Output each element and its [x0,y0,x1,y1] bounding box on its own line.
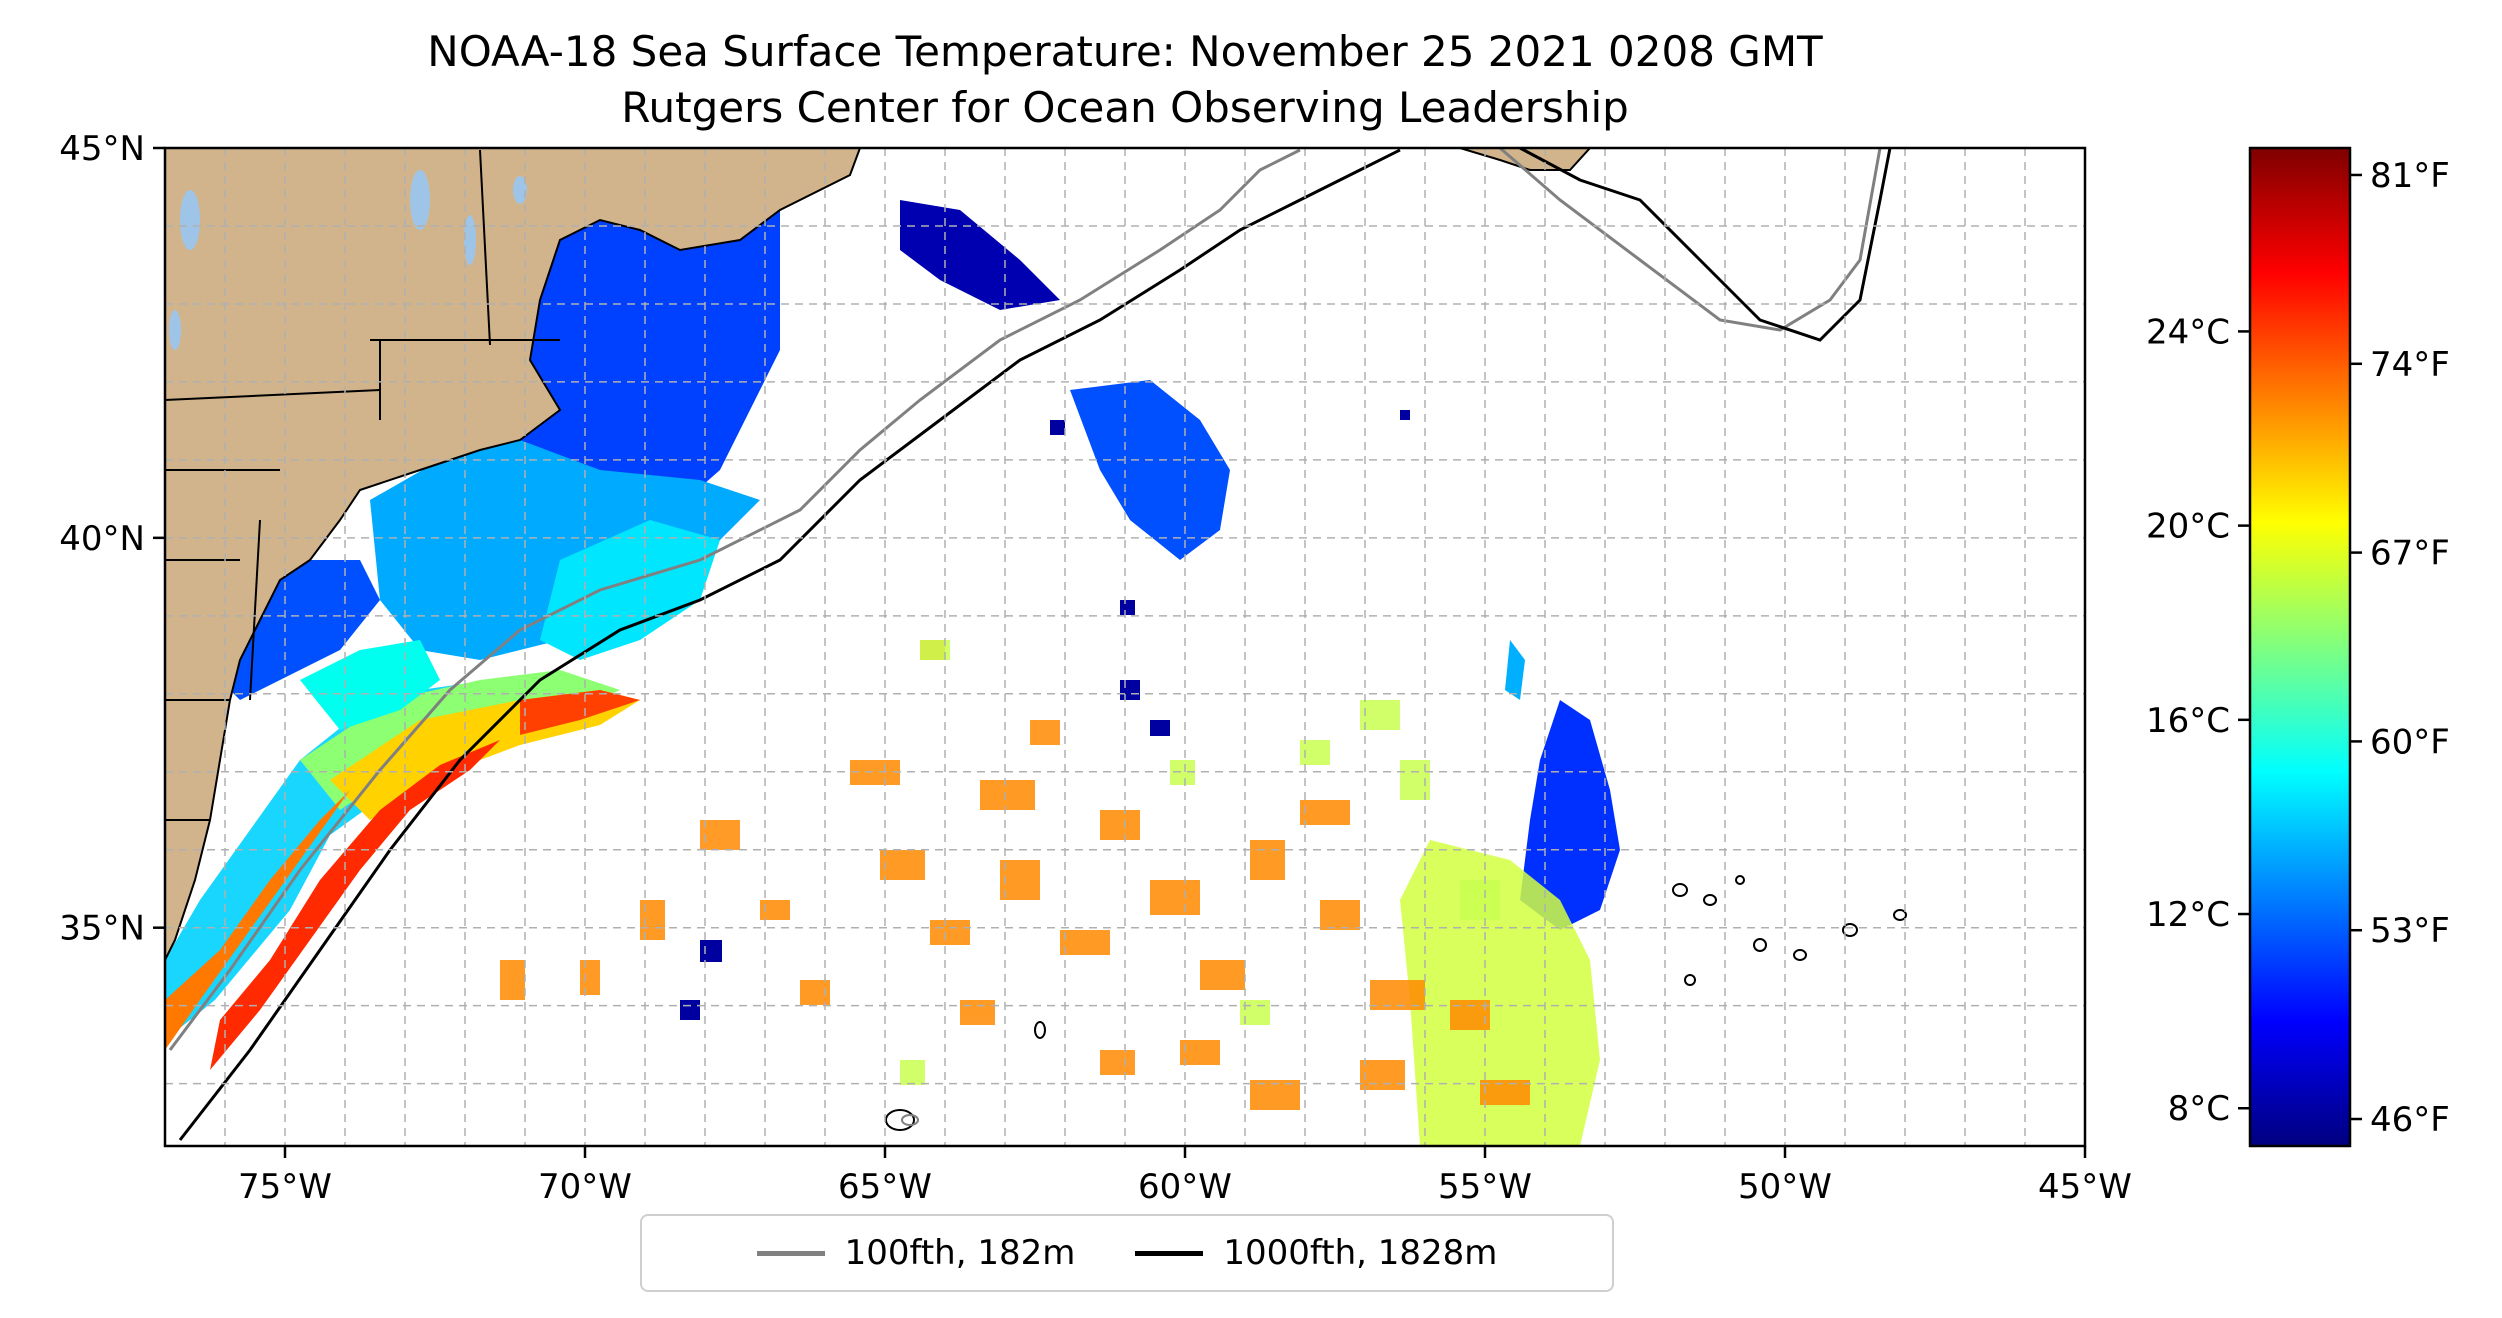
lon-tick-label: 45°W [2038,1167,2132,1207]
lon-tick-label: 70°W [538,1167,632,1207]
lat-tick-label: 35°N [59,909,145,949]
lakes [169,170,527,350]
seamount-contours [885,875,1907,1131]
colorbar-label-c: 8°C [2168,1089,2230,1129]
legend-swatch-100fth [756,1250,825,1256]
nova-scotia-landmass [1459,148,1592,171]
gridlines [165,148,2085,1146]
colorbar-ticks: 81°F 74°F 67°F 60°F 53°F 46°F 24°C 20°C 16°C 12°C… [2146,156,2450,1140]
colorbar-label-f: 81°F [2370,156,2450,196]
lat-tick-label: 40°N [59,519,145,559]
colorbar-label-c: 20°C [2146,507,2230,547]
sst-data-layer [165,148,1620,1146]
map-area [165,148,2085,1146]
legend-label-1000fth: 1000fth, 1828m [1223,1233,1498,1273]
isobath-1000fth [178,148,1892,1141]
legend: 100fth, 182m 1000fth, 1828m [640,1214,1614,1292]
map-title: NOAA-18 Sea Surface Temperature: Novembe… [427,27,1823,76]
lon-tick-label: 65°W [838,1167,932,1207]
lon-tick-label: 50°W [1738,1167,1832,1207]
map-axes: 75°W 70°W 65°W 60°W 55°W 50°W 45°W 45°N 40°N 35°N [59,129,2132,1207]
legend-label-100fth: 100fth, 182m [844,1233,1076,1273]
colorbar-label-f: 74°F [2370,345,2450,385]
colorbar [2248,146,2352,1148]
lon-tick-label: 60°W [1138,1167,1232,1207]
lat-tick-label: 45°N [59,129,145,169]
legend-item-100fth: 100fth, 182m [756,1233,1076,1273]
colorbar-label-f: 60°F [2370,722,2450,762]
state-boundaries [165,149,560,821]
legend-item-1000fth: 1000fth, 1828m [1135,1233,1497,1273]
isobath-100fth [168,148,1882,1051]
colorbar-label-f: 53°F [2370,911,2450,951]
lon-tick-label: 55°W [1438,1167,1532,1207]
colorbar-label-f: 46°F [2370,1100,2450,1140]
colorbar-label-f: 67°F [2370,534,2450,574]
legend-swatch-1000fth [1135,1250,1204,1256]
lon-tick-label: 75°W [238,1167,332,1207]
map-subtitle: Rutgers Center for Ocean Observing Leade… [621,83,1629,132]
colorbar-label-c: 16°C [2146,701,2230,741]
map-frame [163,146,2087,1148]
colorbar-label-c: 24°C [2146,312,2230,352]
colorbar-label-c: 12°C [2146,895,2230,935]
